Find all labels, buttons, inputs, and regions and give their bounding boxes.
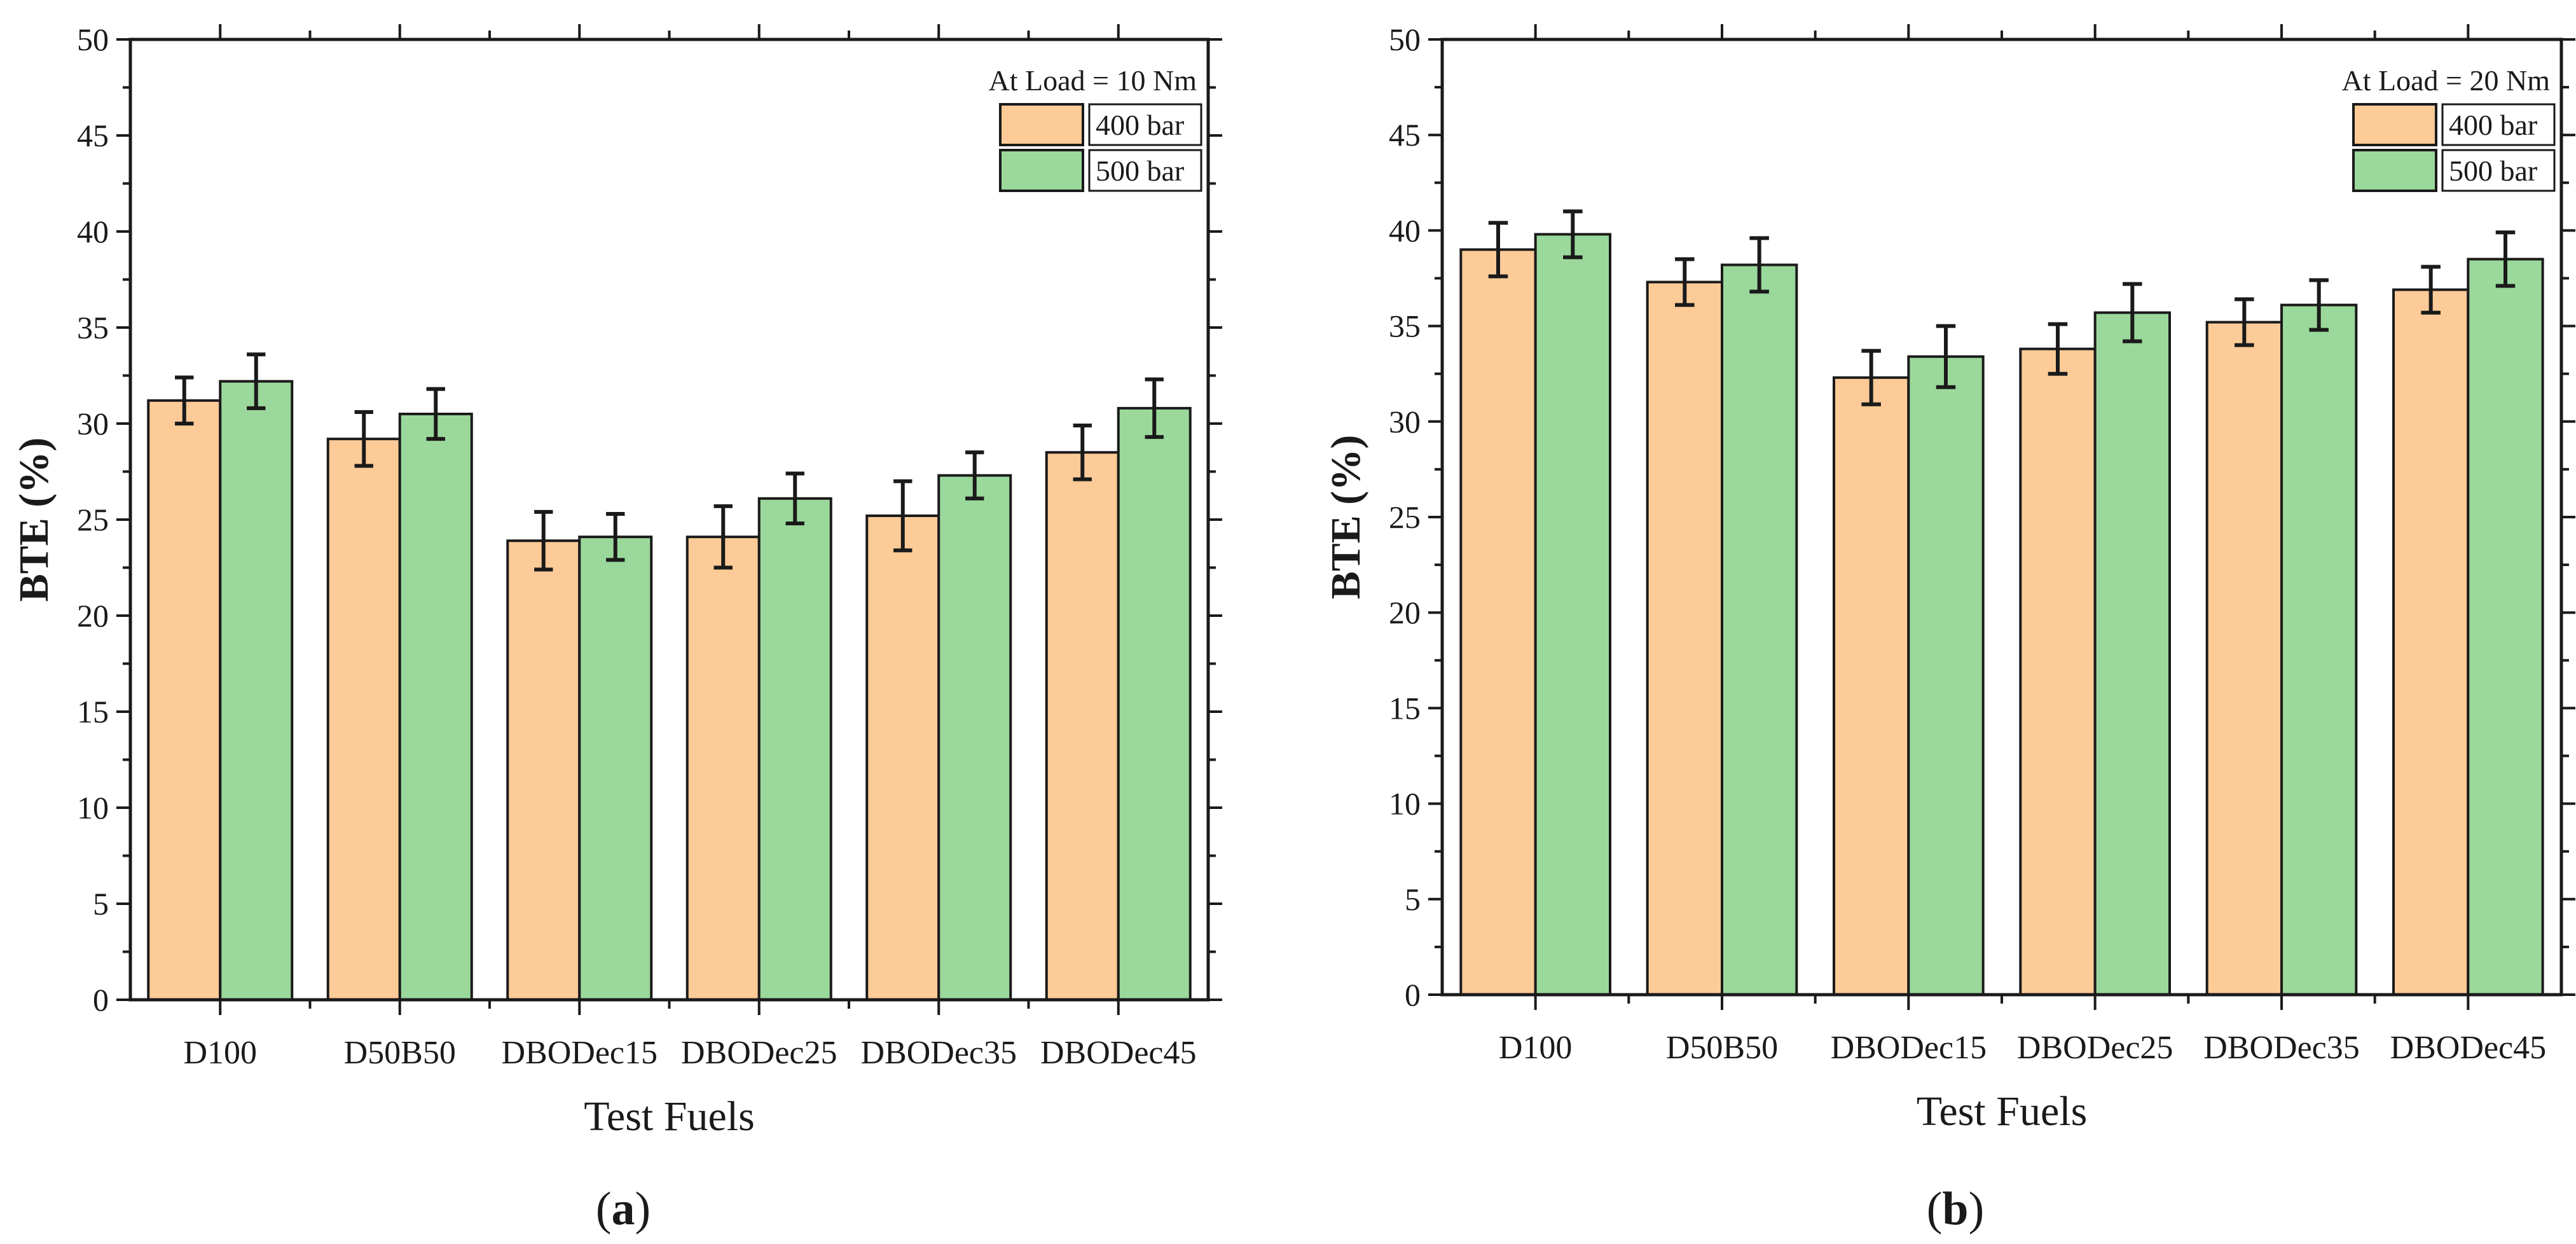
y-tick-label: 0 xyxy=(93,982,109,1018)
load-annotation: At Load = 20 Nm xyxy=(2342,64,2551,97)
bar-500-bar-dbodec15 xyxy=(1907,355,1985,996)
bar-500-bar-dbodec25 xyxy=(2093,311,2172,996)
x-tick-label: DBODec25 xyxy=(2017,1030,2173,1066)
legend-label-box xyxy=(1088,103,1202,146)
y-tick-label: 30 xyxy=(1389,404,1421,439)
y-axis-title: BTE (%) xyxy=(11,438,57,602)
y-tick-label: 5 xyxy=(93,886,109,922)
bar-400-bar-d50b50 xyxy=(326,438,401,1001)
y-tick-label: 10 xyxy=(77,790,109,826)
chart-panel-a: 0 5 10 15 20 25 30 35 40 45 50 D100 D50B50 DBODec15 DB… xyxy=(11,22,1222,1235)
x-tick-label: DBODec45 xyxy=(1040,1035,1197,1071)
legend-label-box xyxy=(2441,103,2556,146)
x-tick-label: DBODec25 xyxy=(681,1035,837,1071)
bar-400-bar-dbodec25 xyxy=(685,536,761,1001)
y-tick-label: 20 xyxy=(77,598,109,633)
bar-500-bar-d50b50 xyxy=(1721,263,1798,996)
legend-label-box xyxy=(1088,149,1202,192)
y-tick-label: 45 xyxy=(1389,117,1421,153)
y-tick-label: 10 xyxy=(1389,786,1421,822)
bar-400-bar-dbodec45 xyxy=(1045,451,1120,1001)
x-tick-label: DBODec35 xyxy=(860,1035,1017,1071)
x-tick-label: D50B50 xyxy=(1666,1030,1778,1066)
bar-500-bar-d100 xyxy=(219,380,294,1001)
y-tick-label: 5 xyxy=(1405,881,1421,917)
panel-label: (a) xyxy=(596,1183,651,1235)
y-tick-label: 45 xyxy=(77,118,109,153)
y-tick-label: 35 xyxy=(1389,308,1421,344)
x-axis-title: Test Fuels xyxy=(584,1093,755,1140)
y-tick-label: 40 xyxy=(77,214,109,249)
bar-400-bar-dbodec35 xyxy=(865,514,940,1001)
legend-swatch-500-bar xyxy=(2352,149,2437,192)
legend-label-box xyxy=(2441,149,2556,192)
y-tick-label: 30 xyxy=(77,406,109,441)
bar-400-bar-d100 xyxy=(1459,248,1537,997)
bar-500-bar-d50b50 xyxy=(398,412,473,1001)
bar-400-bar-dbodec25 xyxy=(2019,347,2097,996)
x-tick-label: DBODec15 xyxy=(501,1035,658,1071)
bar-400-bar-d100 xyxy=(147,399,222,1001)
bar-500-bar-dbodec15 xyxy=(578,536,653,1001)
x-tick-label: DBODec45 xyxy=(2390,1030,2547,1066)
y-tick-label: 0 xyxy=(1405,977,1421,1012)
bar-500-bar-dbodec35 xyxy=(2280,303,2358,996)
bar-500-bar-dbodec35 xyxy=(937,474,1012,1001)
y-tick-label: 15 xyxy=(77,694,109,729)
x-tick-label: DBODec35 xyxy=(2203,1030,2360,1066)
x-tick-label: D50B50 xyxy=(344,1035,456,1071)
bar-400-bar-dbodec45 xyxy=(2392,288,2470,996)
bar-500-bar-d100 xyxy=(1534,233,1612,997)
y-tick-label: 25 xyxy=(1389,499,1421,535)
legend-label: 500 bar xyxy=(2449,155,2537,187)
x-tick-label: D100 xyxy=(183,1035,257,1071)
legend-label: 400 bar xyxy=(1096,109,1184,141)
bar-400-bar-dbodec15 xyxy=(506,539,581,1001)
legend-swatch-400-bar xyxy=(2352,103,2437,146)
x-tick-label: D100 xyxy=(1499,1030,1573,1066)
bar-400-bar-d50b50 xyxy=(1646,280,1724,996)
legend-label: 500 bar xyxy=(1096,155,1184,187)
y-tick-label: 15 xyxy=(1389,690,1421,726)
bar-500-bar-dbodec25 xyxy=(757,497,832,1001)
bar-400-bar-dbodec15 xyxy=(1833,376,1910,996)
y-tick-label: 50 xyxy=(77,22,109,57)
bar-400-bar-dbodec35 xyxy=(2205,321,2283,996)
y-tick-label: 50 xyxy=(1389,22,1421,57)
panel-label: (b) xyxy=(1927,1183,1984,1235)
load-annotation: At Load = 10 Nm xyxy=(989,64,1197,97)
x-axis-title: Test Fuels xyxy=(1917,1088,2088,1135)
legend-swatch-500-bar xyxy=(999,149,1084,192)
y-tick-label: 20 xyxy=(1389,595,1421,630)
legend-swatch-400-bar xyxy=(999,103,1084,146)
y-tick-label: 35 xyxy=(77,310,109,345)
y-axis-title: BTE (%) xyxy=(1323,435,1369,600)
chart-panel-b: 0 5 10 15 20 25 30 35 40 45 50 D100 D50B50 DBODec15 DB… xyxy=(1323,22,2575,1235)
y-tick-label: 40 xyxy=(1389,212,1421,248)
bar-500-bar-dbodec45 xyxy=(2467,258,2544,997)
x-tick-label: DBODec15 xyxy=(1831,1030,1987,1066)
legend-label: 400 bar xyxy=(2449,109,2537,141)
bar-500-bar-dbodec45 xyxy=(1117,406,1192,1001)
y-tick-label: 25 xyxy=(77,502,109,537)
